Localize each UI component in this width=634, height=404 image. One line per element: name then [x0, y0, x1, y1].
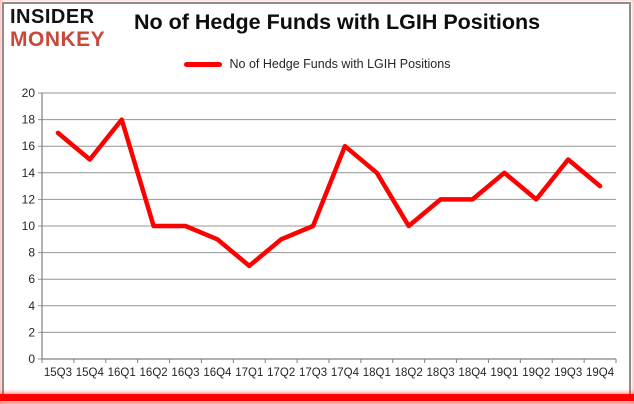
- y-axis-tick-label: 12: [22, 192, 36, 206]
- y-axis-tick-label: 4: [28, 299, 35, 313]
- x-axis-tick-label: 16Q3: [171, 367, 199, 379]
- y-axis-tick-label: 18: [22, 113, 36, 127]
- x-axis-tick-label: 18Q3: [427, 367, 455, 379]
- x-axis-tick-label: 18Q4: [458, 367, 487, 379]
- x-axis-tick-label: 17Q2: [267, 367, 295, 379]
- y-axis-tick-label: 6: [28, 272, 35, 286]
- x-axis-tick-label: 16Q4: [203, 367, 232, 379]
- legend-line-swatch: [183, 61, 222, 67]
- x-axis-tick-label: 18Q2: [395, 367, 423, 379]
- legend-label: No of Hedge Funds with LGIH Positions: [229, 57, 451, 71]
- y-axis-tick-label: 10: [22, 219, 36, 233]
- x-axis-tick-label: 15Q4: [76, 367, 105, 379]
- y-axis-tick-label: 2: [28, 325, 35, 339]
- x-axis-tick-label: 19Q3: [554, 367, 582, 379]
- x-axis-tick-label: 17Q3: [299, 367, 327, 379]
- series-line-hedge-funds: [55, 117, 603, 269]
- x-axis-tick-label: 19Q1: [490, 367, 518, 379]
- y-axis-tick-label: 8: [28, 246, 35, 260]
- logo-line-insider: INSIDER: [10, 6, 95, 28]
- chart-title: No of Hedge Funds with LGIH Positions: [134, 10, 541, 34]
- x-axis-tick-label: 17Q4: [331, 367, 360, 379]
- x-axis-tick-label: 16Q1: [108, 367, 136, 379]
- y-axis-tick-label: 16: [22, 139, 36, 153]
- insider-monkey-logo: INSIDER MONKEY: [10, 7, 105, 50]
- x-axis-tick-label: 19Q2: [522, 367, 550, 379]
- x-axis-tick-label: 18Q1: [363, 367, 391, 379]
- x-axis-tick-label: 16Q2: [140, 367, 168, 379]
- y-axis-tick-label: 0: [28, 352, 35, 366]
- logo-line-monkey: MONKEY: [10, 28, 106, 51]
- line-chart-canvas: 0 2 4 6 8 10 12 14 16 18 20 15Q3 15Q4 16Q1 16Q2 16Q3 16Q…: [22, 86, 617, 379]
- x-axis-tick-label: 19Q4: [586, 367, 615, 379]
- legend: No of Hedge Funds with LGIH Positions: [0, 57, 634, 71]
- y-axis-tick-label: 20: [22, 86, 36, 100]
- x-axis-tick-label: 17Q1: [235, 367, 263, 379]
- bottom-red-bar: [0, 394, 634, 401]
- x-axis-tick-label: 15Q3: [44, 367, 72, 379]
- y-axis-tick-label: 14: [22, 166, 36, 180]
